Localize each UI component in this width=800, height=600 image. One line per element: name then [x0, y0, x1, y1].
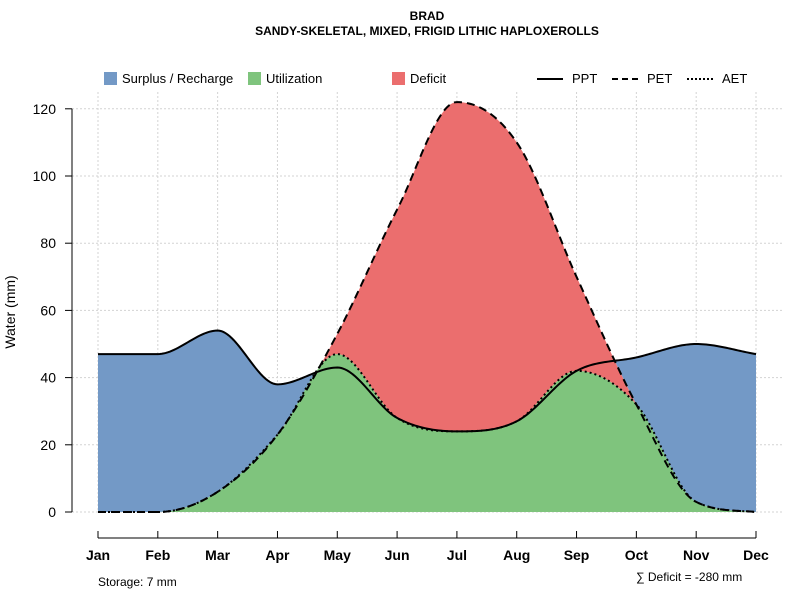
legend-aet-line — [687, 77, 713, 80]
pet-line — [98, 101, 757, 513]
deficit-sum-note: ∑ Deficit = -280 mm — [636, 570, 743, 584]
x-tick-label-Aug: Aug — [503, 547, 530, 563]
deficit-area — [98, 102, 756, 512]
legend-pet: PET — [612, 71, 672, 86]
utilization-area — [98, 354, 756, 512]
legend-deficit-swatch — [392, 72, 405, 85]
storage-note: Storage: 7 mm — [98, 575, 177, 589]
y-tick-label-100: 100 — [33, 168, 57, 184]
x-tick-label-May: May — [324, 547, 351, 563]
x-tick-label-Nov: Nov — [683, 547, 710, 563]
x-tick-label-Oct: Oct — [625, 547, 649, 563]
legend-surplus: Surplus / Recharge — [104, 71, 233, 86]
y-tick-label-40: 40 — [40, 370, 56, 386]
x-tick-label-Jul: Jul — [447, 547, 467, 563]
x-tick-label-Apr: Apr — [265, 547, 290, 563]
legend-pet-line — [612, 77, 638, 80]
legend-surplus-swatch — [104, 72, 117, 85]
legend-aet: AET — [687, 71, 747, 86]
x-tick-label-Jun: Jun — [385, 547, 410, 563]
legend-surplus-label: Surplus / Recharge — [122, 71, 234, 86]
legend-utilization: Utilization — [248, 71, 322, 86]
x-tick-label-Dec: Dec — [743, 547, 769, 563]
chart-subtitle: SANDY-SKELETAL, MIXED, FRIGID LITHIC HAP… — [255, 24, 599, 38]
x-tick-label-Sep: Sep — [564, 547, 590, 563]
chart-title: BRAD — [409, 9, 445, 23]
y-tick-label-80: 80 — [40, 235, 56, 251]
surplus-area — [98, 102, 756, 512]
x-tick-label-Mar: Mar — [205, 547, 230, 563]
y-axis-label: Water (mm) — [2, 275, 18, 348]
y-tick-label-120: 120 — [33, 101, 57, 117]
legend-deficit: Deficit — [392, 71, 446, 86]
x-tick-label-Jan: Jan — [86, 547, 110, 563]
aet-line — [98, 353, 757, 513]
legend-ppt: PPT — [537, 71, 597, 86]
legend-pet-label: PET — [647, 71, 673, 86]
legend-ppt-label: PPT — [572, 71, 598, 86]
x-tick-label-Feb: Feb — [145, 547, 170, 563]
legend-deficit-label: Deficit — [410, 71, 447, 86]
y-tick-label-60: 60 — [40, 302, 56, 318]
legend-utilization-swatch — [248, 72, 261, 85]
legend-utilization-label: Utilization — [266, 71, 323, 86]
y-tick-label-0: 0 — [48, 504, 56, 520]
legend-ppt-line — [537, 77, 563, 80]
legend-aet-label: AET — [722, 71, 748, 86]
y-tick-label-20: 20 — [40, 437, 56, 453]
